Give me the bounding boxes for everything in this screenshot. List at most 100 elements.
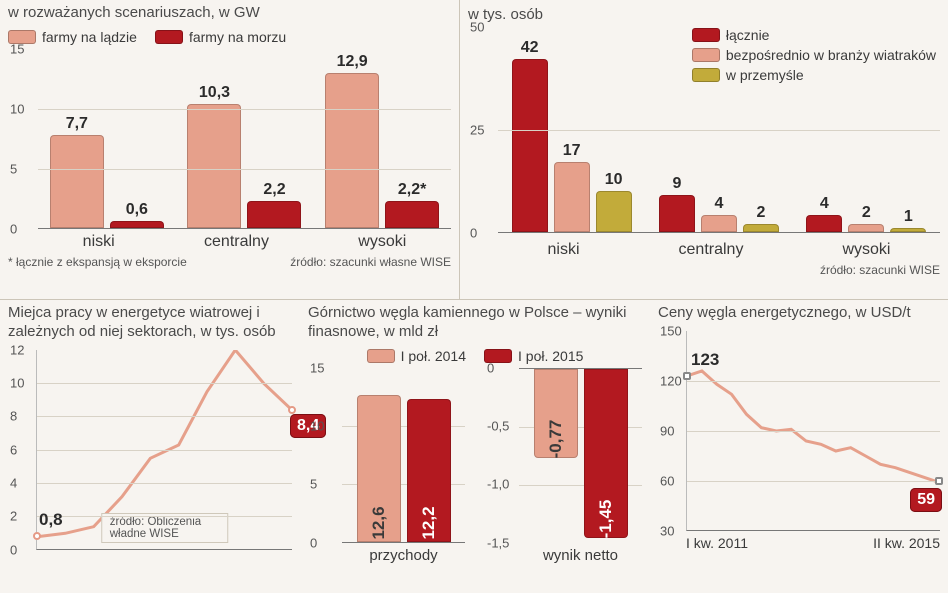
legend: farmy na lądzie farmy na morzu	[8, 29, 451, 45]
swatch-sea	[155, 30, 183, 44]
legend: łącznie bezpośrednio w branży wiatraków …	[692, 27, 936, 83]
start-label: 123	[691, 350, 719, 370]
bar-value-label: 2	[757, 204, 766, 222]
bar-value-label: -0,77	[546, 420, 566, 459]
y-axis: 02550	[470, 27, 498, 237]
legend-label: farmy na lądzie	[42, 29, 137, 45]
legend: I poł. 2014 I poł. 2015	[308, 348, 642, 364]
legend-label: I poł. 2015	[518, 348, 583, 364]
bar	[50, 135, 104, 227]
bar	[247, 201, 301, 227]
x-labels: I kw. 2011 II kw. 2015	[686, 531, 940, 551]
footnote-left: * łącznie z ekspansją w eksporcie	[8, 255, 187, 269]
panel-mining-finance: Górnictwo węgla kamiennego w Polsce – wy…	[300, 300, 650, 593]
panel-jobs-thousands: w tys. osób 02550 421710942421 łącznie b…	[460, 0, 948, 299]
bar	[806, 215, 842, 231]
bar-value-label: 10	[605, 171, 623, 189]
bar-value-label: 2,2	[263, 181, 285, 199]
legend-item-2015: I poł. 2015	[484, 348, 583, 364]
bar-value-label: 12,6	[369, 506, 389, 539]
bar-chart: 7,7 0,6 10,3 2,2 12,9 2,2*	[38, 49, 451, 229]
line-chart: źródło: Obliczenia władne WISE 0,88,4	[36, 350, 292, 550]
bar-chart: 12,6 12,2	[342, 368, 465, 543]
footnote: źródło: szacunki WISE	[468, 263, 940, 277]
bar-value-label: 42	[521, 39, 539, 57]
bar: 12,6	[357, 395, 401, 542]
legend-item-direct: bezpośrednio w branży wiatraków	[692, 47, 936, 63]
bar	[848, 224, 884, 232]
bar	[701, 215, 737, 231]
end-badge: 59	[910, 488, 942, 512]
bar	[325, 73, 379, 228]
x-category: niski	[83, 233, 115, 251]
bar-group: 4 2 1	[806, 195, 926, 231]
bar	[110, 221, 164, 228]
y-axis: 0-0,5-1,0-1,5	[487, 368, 521, 543]
x-end: II kw. 2015	[873, 535, 940, 551]
bar-value-label: 1	[904, 208, 913, 226]
bar-value-label: 4	[820, 195, 829, 213]
bar-value-label: 7,7	[66, 115, 88, 133]
y-axis: 051015	[10, 49, 38, 229]
swatch-direct	[692, 48, 720, 62]
y-axis: 024681012	[10, 350, 38, 550]
bar-value-label: 4	[715, 195, 724, 213]
subchart-revenue: 051015 12,6 12,2 przychody	[308, 368, 465, 564]
chart-title: Miejca pracy w energetyce wiatrowej i za…	[8, 304, 292, 342]
legend-item-industry: w przemyśle	[692, 67, 804, 83]
panel-scenarios-gw: w rozważanych scenariuszach, w GW farmy …	[0, 0, 460, 299]
legend-item-total: łącznie	[692, 27, 770, 43]
chart-title: Ceny węgla energetycznego, w USD/t	[658, 304, 940, 323]
bar	[659, 195, 695, 232]
line-chart: 123 59	[686, 331, 940, 531]
x-label: przychody	[369, 547, 437, 564]
legend-label: I poł. 2014	[401, 348, 466, 364]
swatch-2014	[367, 349, 395, 363]
bar-value-label: 17	[563, 142, 581, 160]
bar-value-label: 2	[862, 204, 871, 222]
x-start: I kw. 2011	[686, 535, 748, 551]
bar	[385, 201, 439, 227]
x-label: wynik netto	[543, 547, 618, 564]
bar	[187, 104, 241, 228]
legend-item-land: farmy na lądzie	[8, 29, 137, 45]
bar	[890, 228, 926, 232]
x-category: wysoki	[358, 233, 406, 251]
panel-wind-jobs-line: Miejca pracy w energetyce wiatrowej i za…	[0, 300, 300, 593]
bar: 12,2	[407, 399, 451, 541]
bar-value-label: 12,2	[419, 506, 439, 539]
bar-group: 9 4 2	[659, 175, 779, 232]
y-axis: 306090120150	[660, 331, 688, 531]
legend-label: farmy na morzu	[189, 29, 286, 45]
bar-value-label: -1,45	[596, 499, 616, 538]
bar-value-label: 12,9	[337, 53, 368, 71]
legend-label: bezpośrednio w branży wiatraków	[726, 47, 936, 63]
x-category: centralny	[204, 233, 269, 251]
panel-coal-price: Ceny węgla energetycznego, w USD/t 30609…	[650, 300, 948, 593]
subtitle: w rozważanych scenariuszach, w GW	[8, 4, 451, 23]
bar	[512, 59, 548, 232]
bar-value-label: 0,6	[126, 201, 148, 219]
bar-value-label: 10,3	[199, 84, 230, 102]
legend-label: w przemyśle	[726, 67, 804, 83]
subchart-net: 0-0,5-1,0-1,5 -0,77 -1,45 wynik netto	[485, 368, 642, 564]
bar-value-label: 9	[673, 175, 682, 193]
x-labels: niski centralny wysoki	[38, 229, 451, 251]
legend-item-2014: I poł. 2014	[367, 348, 466, 364]
bar-group: 10,3 2,2	[187, 84, 301, 228]
bar-group: 7,7 0,6	[50, 115, 164, 227]
x-category: niski	[548, 241, 580, 259]
bar-chart: -0,77 -1,45	[519, 368, 642, 543]
x-category: wysoki	[842, 241, 890, 259]
x-labels: niskicentralnywysoki	[498, 237, 940, 259]
start-point	[683, 372, 691, 380]
end-point	[935, 477, 943, 485]
chart-title: Górnictwo węgla kamiennego w Polsce – wy…	[308, 304, 642, 342]
bar	[554, 162, 590, 232]
bar-value-label: 2,2*	[398, 181, 426, 199]
y-axis: 051015	[310, 368, 338, 543]
bar-chart: 421710942421 łącznie bezpośrednio w bran…	[498, 27, 940, 233]
legend-item-sea: farmy na morzu	[155, 29, 286, 45]
start-label: 0,8	[39, 510, 63, 530]
bar: -0,77	[534, 369, 578, 459]
